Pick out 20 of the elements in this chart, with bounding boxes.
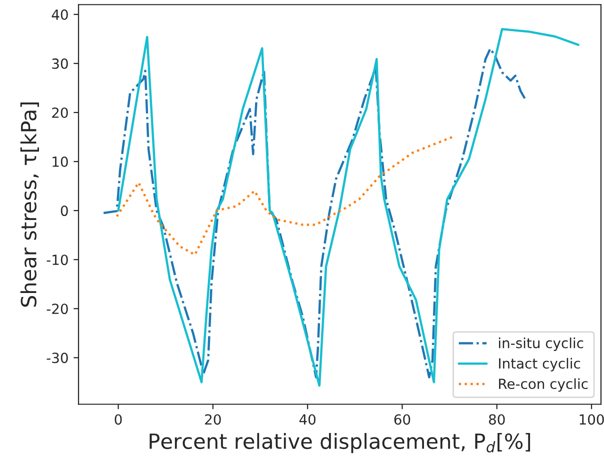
y-tick-label: 30 <box>52 58 68 69</box>
x-tick-label: 60 <box>394 414 410 425</box>
y-tick-label: -30 <box>46 352 68 364</box>
x-tick-label: 0 <box>114 414 122 425</box>
legend-label: in-situ cyclic <box>499 338 584 351</box>
x-tick-label: 20 <box>205 414 221 425</box>
y-tick-label: 40 <box>52 9 68 20</box>
y-tick-label: -20 <box>46 304 68 314</box>
y-tick-label: 0 <box>60 206 68 216</box>
y-axis-title: Shear stress, τ[kPa] <box>20 102 39 307</box>
x-tick-label: 80 <box>488 414 505 425</box>
legend-label: Intact cyclic <box>499 358 580 372</box>
y-tick-label: -10 <box>46 254 68 266</box>
y-tick-label: 10 <box>52 156 68 168</box>
x-axis-title: Percent relative displacement, P$_{d}$[%] <box>150 432 530 454</box>
x-tick-label: 100 <box>580 414 604 425</box>
x-tick-label: 40 <box>299 414 316 425</box>
legend-label: Re-con cyclic <box>499 378 588 392</box>
line-series <box>116 136 454 256</box>
y-tick-label: 20 <box>52 107 68 118</box>
